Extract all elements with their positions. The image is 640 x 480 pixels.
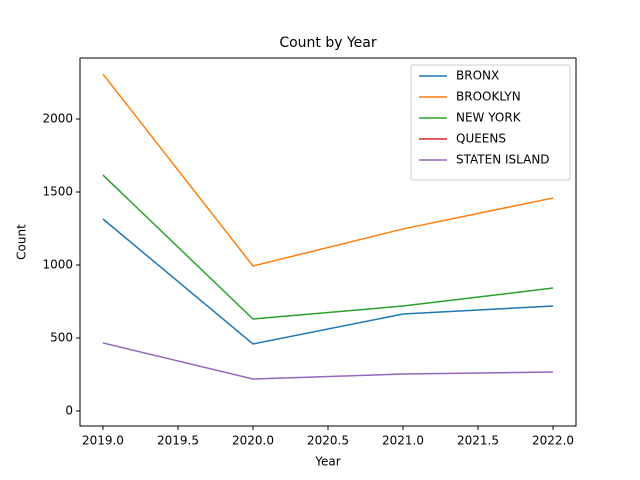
legend-label: BROOKLYN [456, 90, 521, 104]
y-axis-label: Count [15, 224, 29, 260]
chart-title: Count by Year [279, 35, 377, 51]
x-axis-label: Year [314, 455, 340, 469]
y-tick-label: 1500 [42, 185, 73, 199]
x-tick-label: 2021.5 [457, 434, 499, 448]
x-tick-label: 2019.0 [82, 434, 124, 448]
x-tick-label: 2019.5 [157, 434, 199, 448]
legend-label: QUEENS [456, 132, 506, 146]
legend-label: BRONX [456, 69, 499, 83]
series-line [102, 218, 554, 345]
legend-box [410, 64, 571, 181]
series-line [102, 342, 554, 380]
y-tick-label: 1000 [42, 257, 73, 271]
x-tick-label: 2021.0 [382, 434, 424, 448]
x-tick-label: 2020.0 [232, 434, 274, 448]
series-line [102, 174, 554, 320]
plot-frame [79, 57, 577, 427]
legend-label: NEW YORK [456, 111, 522, 125]
series-line [102, 73, 554, 267]
x-tick-label: 2022.0 [532, 434, 574, 448]
legend-label: STATEN ISLAND [456, 153, 550, 167]
y-tick-label: 0 [65, 403, 73, 417]
y-tick-label: 2000 [42, 112, 73, 126]
x-tick-label: 2020.5 [307, 434, 349, 448]
y-tick-label: 500 [50, 330, 73, 344]
